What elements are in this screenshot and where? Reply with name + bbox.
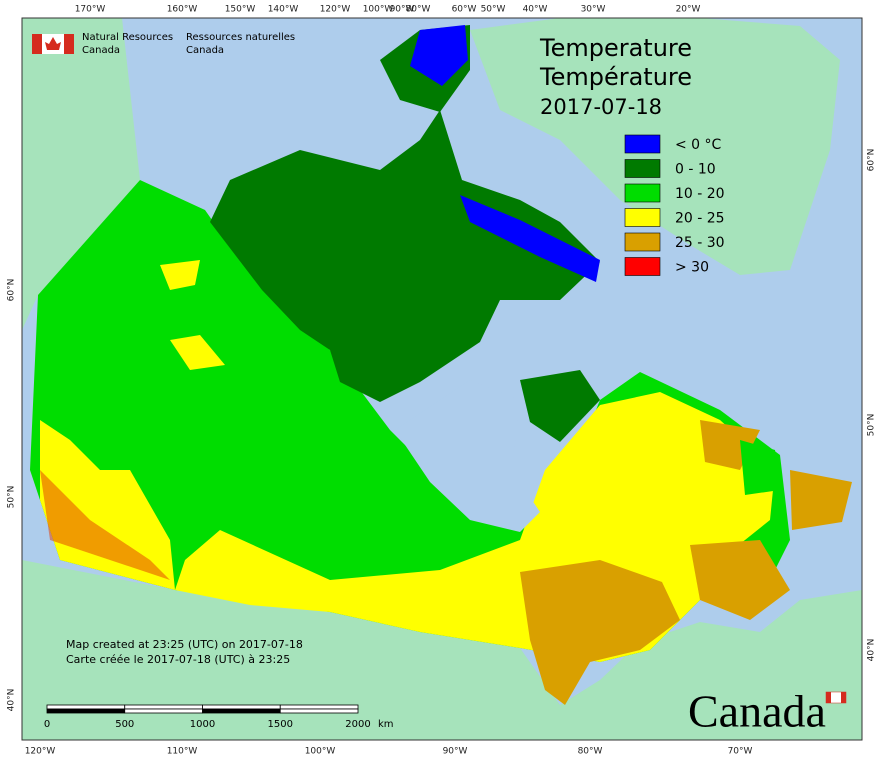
graticule-label: 60°N (7, 279, 17, 302)
graticule-label: 40°N (867, 639, 877, 662)
frame (21, 17, 863, 741)
graticule-label: 120°W (320, 5, 351, 15)
credit: Map created at 23:25 (UTC) on 2017-07-18 (66, 638, 303, 651)
legend-label: 10 - 20 (675, 186, 725, 202)
wordmark-flag (841, 692, 846, 703)
graticule-label: 90°W (390, 5, 415, 15)
scale-segment (279, 708, 359, 714)
graticule-label: 140°W (268, 5, 299, 15)
graticule-label: 100°W (363, 5, 394, 15)
legend-label: 20 - 25 (675, 211, 725, 227)
scale-label: 0 (44, 719, 50, 730)
legend-swatch (624, 183, 661, 203)
credit: Carte créée le 2017-07-18 (UTC) à 23:25 (66, 653, 290, 666)
cold-zone (460, 195, 600, 282)
warm-patch (170, 335, 225, 370)
graticule-label: 40°N (7, 689, 17, 712)
legend-label: 0 - 10 (675, 162, 716, 178)
header-fr: Ressources naturelles (186, 32, 295, 43)
scale-label: 2000 (345, 719, 370, 730)
graticule-label: 80°W (578, 747, 603, 757)
scale-segment (46, 708, 126, 714)
graticule-label: 170°W (75, 5, 106, 15)
warm-patch (160, 260, 200, 290)
arctic-islands (210, 110, 600, 402)
graticule-label: 20°W (676, 5, 701, 15)
graticule-label: 80°W (406, 5, 431, 15)
scale-segment (202, 704, 281, 710)
graticule-label: 50°N (867, 414, 877, 437)
scale-segment (279, 704, 359, 710)
scale-label: 500 (115, 719, 134, 730)
ungava (520, 370, 600, 442)
header-fr: Canada (186, 45, 224, 56)
graticule-label: 60°W (452, 5, 477, 15)
scale-segment (202, 708, 281, 714)
usa (22, 560, 862, 740)
graticule-label: 160°W (167, 5, 198, 15)
flag-leaf (45, 37, 61, 50)
hot-zone (520, 560, 680, 705)
hudson-bay (395, 380, 540, 532)
scale-segment (124, 704, 203, 710)
graticule-label: 30°W (581, 5, 606, 15)
legend-swatch (624, 159, 661, 178)
legend-label: 25 - 30 (675, 235, 725, 251)
scale-segment (46, 704, 126, 710)
graticule-label: 120°W (25, 747, 56, 757)
graticule-label: 70°W (728, 747, 753, 757)
legend-swatch (624, 134, 661, 154)
title-date: 2017-07-18 (540, 95, 662, 119)
title: Température (539, 63, 692, 91)
graticule-label: 90°W (443, 747, 468, 757)
title: Temperature (539, 34, 692, 62)
hot-zone (790, 470, 852, 530)
hot-zone (690, 540, 790, 620)
graticule-label: 50°N (7, 486, 17, 509)
scale-label: 1500 (268, 719, 293, 730)
legend-swatch (624, 232, 661, 252)
flag-bar (32, 34, 42, 54)
legend-swatch (624, 257, 661, 276)
wordmark-flag (826, 692, 831, 703)
alaska (22, 18, 140, 330)
graticule-label: 60°N (867, 149, 877, 172)
labrador (740, 440, 780, 495)
cold-zone (410, 25, 468, 86)
graticule-label: 40°W (523, 5, 548, 15)
wordmark: Canada (688, 686, 826, 737)
graticule-label: 100°W (305, 747, 336, 757)
scale-segment (124, 708, 203, 714)
legend-swatch (624, 208, 661, 227)
header-en: Natural Resources (82, 32, 173, 43)
scale-label: 1000 (190, 719, 215, 730)
legend-label: < 0 °C (675, 137, 722, 153)
scale-unit: km (378, 719, 394, 730)
header-en: Canada (82, 45, 120, 56)
graticule-label: 150°W (225, 5, 256, 15)
hot-zone-west (40, 470, 170, 580)
flag-bar (64, 34, 74, 54)
graticule-label: 50°W (481, 5, 506, 15)
legend-label: > 30 (675, 260, 709, 276)
graticule-label: 110°W (167, 747, 198, 757)
